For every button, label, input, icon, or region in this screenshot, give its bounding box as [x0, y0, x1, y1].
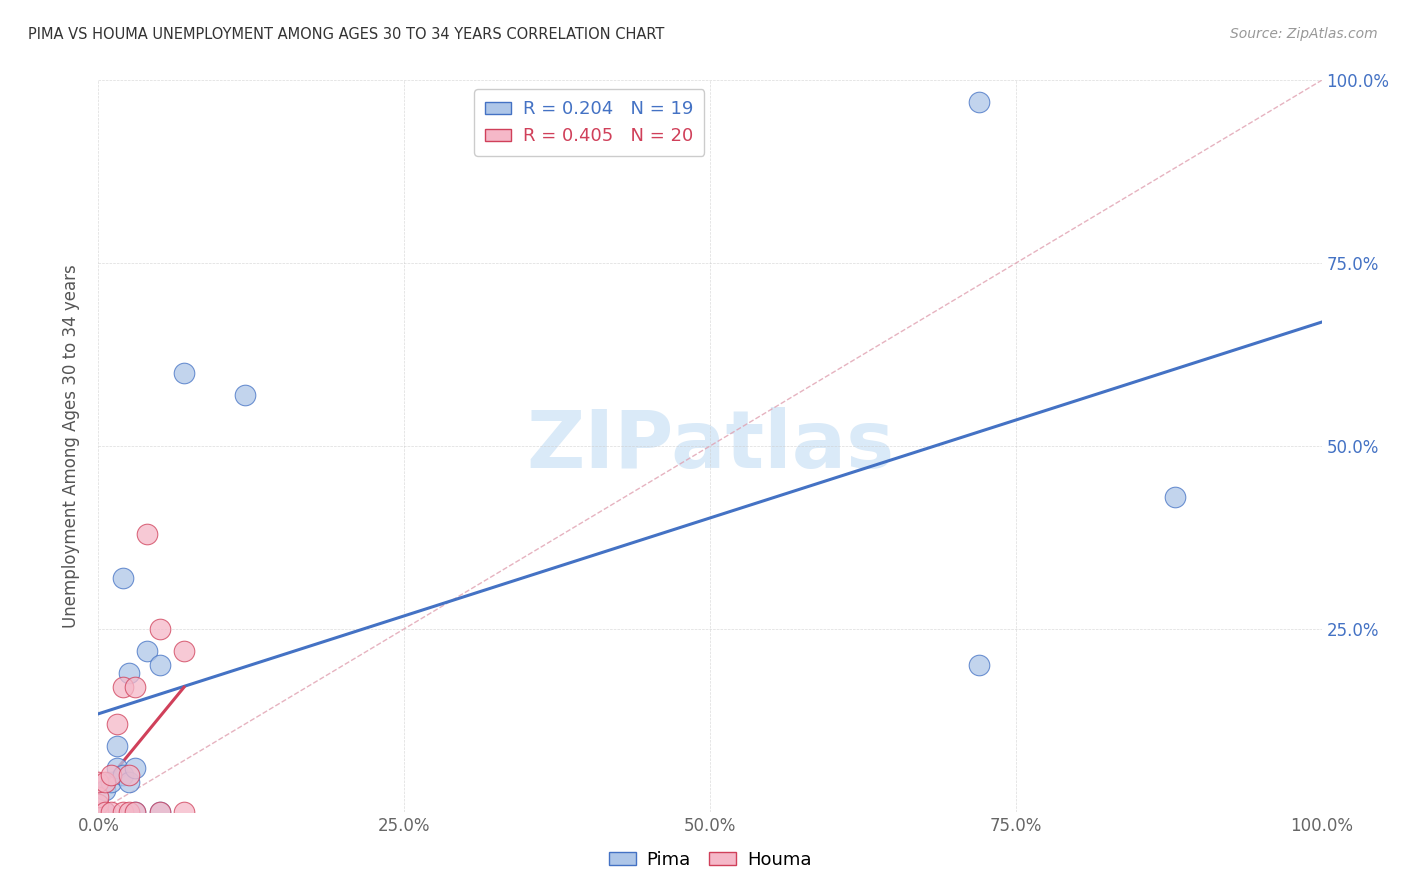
Point	[111, 805, 134, 819]
Point	[105, 761, 128, 775]
Text: PIMA VS HOUMA UNEMPLOYMENT AMONG AGES 30 TO 34 YEARS CORRELATION CHART: PIMA VS HOUMA UNEMPLOYMENT AMONG AGES 30…	[28, 27, 665, 42]
Point	[967, 658, 990, 673]
Point	[149, 622, 172, 636]
Legend: Pima, Houma: Pima, Houma	[602, 844, 818, 876]
Point	[1164, 490, 1187, 504]
Point	[124, 761, 146, 775]
Point	[100, 805, 122, 819]
Point	[173, 644, 195, 658]
Point	[93, 805, 115, 819]
Point	[105, 717, 128, 731]
Point	[149, 805, 172, 819]
Point	[105, 739, 128, 753]
Point	[233, 388, 256, 402]
Point	[136, 526, 159, 541]
Point	[87, 797, 110, 812]
Point	[93, 775, 115, 789]
Point	[93, 805, 115, 819]
Point	[93, 782, 115, 797]
Point	[118, 665, 141, 680]
Y-axis label: Unemployment Among Ages 30 to 34 years: Unemployment Among Ages 30 to 34 years	[62, 264, 80, 628]
Point	[124, 805, 146, 819]
Point	[136, 644, 159, 658]
Point	[111, 681, 134, 695]
Point	[111, 768, 134, 782]
Point	[87, 775, 110, 789]
Point	[118, 775, 141, 789]
Point	[124, 805, 146, 819]
Point	[124, 681, 146, 695]
Point	[87, 805, 110, 819]
Point	[87, 790, 110, 805]
Point	[173, 805, 195, 819]
Point	[118, 768, 141, 782]
Point	[118, 805, 141, 819]
Point	[149, 805, 172, 819]
Point	[967, 95, 990, 110]
Point	[100, 768, 122, 782]
Text: ZIPatlas: ZIPatlas	[526, 407, 894, 485]
Point	[173, 366, 195, 380]
Point	[111, 571, 134, 585]
Text: Source: ZipAtlas.com: Source: ZipAtlas.com	[1230, 27, 1378, 41]
Point	[100, 775, 122, 789]
Point	[149, 658, 172, 673]
